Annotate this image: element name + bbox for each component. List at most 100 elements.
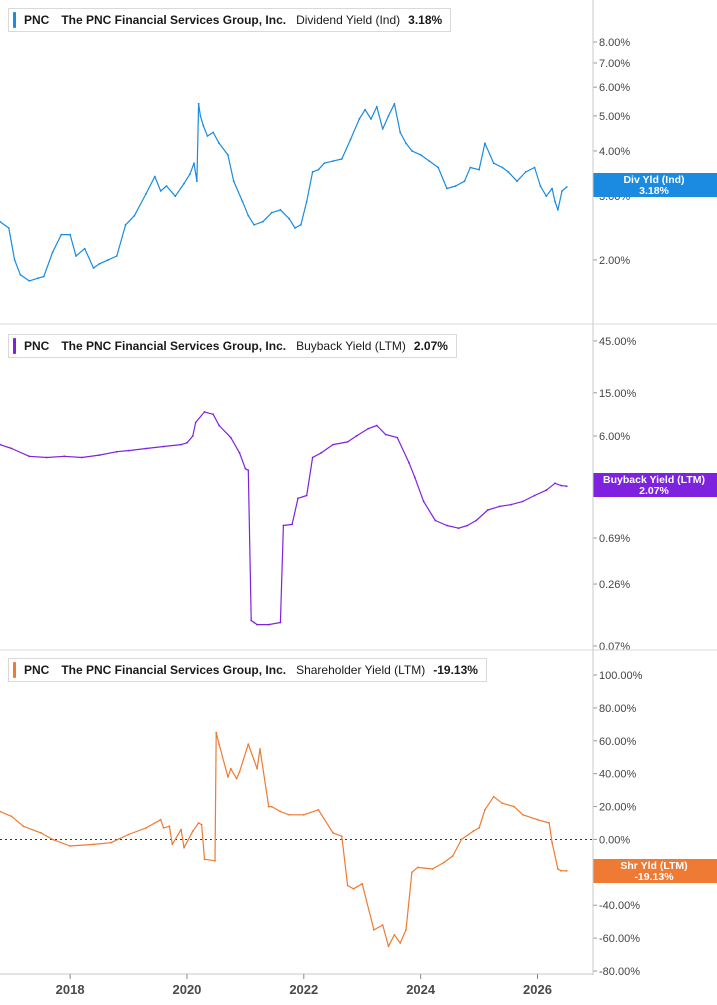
data-point	[524, 171, 527, 173]
data-point	[422, 500, 425, 503]
data-point	[446, 187, 448, 190]
y-tick-label: 100.00%	[599, 670, 643, 682]
data-point	[355, 435, 358, 437]
last-value-tag-value: 3.18%	[639, 185, 669, 197]
data-point	[536, 818, 539, 821]
data-point	[270, 211, 273, 214]
data-point	[463, 180, 466, 183]
y-tick-label: 80.00%	[599, 703, 637, 715]
data-point	[565, 485, 568, 488]
data-point	[381, 924, 384, 926]
data-point	[267, 805, 270, 808]
data-point	[189, 173, 191, 176]
data-point	[107, 259, 109, 261]
data-point	[40, 832, 42, 834]
y-tick-label: 4.00%	[599, 146, 630, 158]
data-point	[235, 777, 238, 780]
data-point	[241, 200, 244, 203]
data-point	[282, 524, 285, 527]
data-point	[478, 827, 480, 829]
data-point	[484, 808, 486, 811]
data-point	[92, 267, 95, 269]
y-tick-label: 0.26%	[599, 579, 630, 591]
y-tick-label: 40.00%	[599, 769, 637, 781]
data-point	[171, 843, 174, 846]
data-point	[10, 447, 13, 450]
data-point	[472, 830, 475, 833]
y-tick-label: 8.00%	[599, 37, 630, 49]
data-point	[133, 214, 136, 217]
data-point	[145, 192, 148, 195]
last-value-tag[interactable]	[593, 173, 717, 197]
data-point	[162, 445, 165, 448]
data-point	[551, 841, 553, 844]
data-point	[206, 135, 209, 137]
data-point	[180, 443, 183, 446]
data-point	[247, 469, 250, 472]
data-point	[227, 154, 229, 156]
data-point	[413, 476, 416, 479]
panel-header-shareholder[interactable]: PNC The PNC Financial Services Group, In…	[8, 658, 487, 682]
data-point	[416, 866, 419, 869]
data-point	[196, 180, 198, 183]
data-point	[197, 102, 200, 105]
y-tick-label: 6.00%	[599, 431, 630, 443]
data-point	[165, 185, 168, 187]
data-point	[232, 180, 235, 183]
data-point	[279, 209, 282, 211]
last-value-tag[interactable]	[593, 859, 717, 883]
data-point	[7, 227, 10, 229]
data-point	[229, 767, 232, 770]
data-point	[393, 102, 396, 105]
data-point	[311, 456, 314, 459]
data-point	[346, 884, 349, 887]
data-point	[42, 275, 45, 278]
series-line	[0, 411, 567, 626]
data-point	[202, 124, 205, 127]
data-point	[145, 827, 148, 829]
data-point	[475, 519, 478, 522]
panel-header-buyback[interactable]: PNC The PNC Financial Services Group, In…	[8, 334, 457, 358]
data-point	[227, 776, 229, 778]
company-name: The PNC Financial Services Group, Inc.	[61, 13, 287, 27]
data-point	[522, 500, 524, 503]
data-point	[352, 887, 355, 890]
data-point	[212, 413, 215, 416]
data-point	[545, 195, 548, 198]
data-point	[399, 131, 402, 134]
panel-header-dividend[interactable]: PNC The PNC Financial Services Group, In…	[8, 8, 452, 32]
data-point	[203, 858, 206, 861]
data-point	[411, 150, 413, 152]
data-point	[501, 166, 504, 169]
data-point	[434, 519, 437, 522]
data-point	[340, 158, 343, 160]
series-color-bar	[13, 12, 16, 28]
data-point	[557, 868, 559, 870]
data-point	[22, 825, 25, 828]
company-name: The PNC Financial Services Group, Inc.	[61, 339, 287, 353]
data-point	[28, 455, 31, 458]
y-tick-label: -80.00%	[599, 966, 640, 978]
data-point	[218, 743, 221, 745]
data-point	[317, 168, 320, 171]
data-point	[194, 421, 197, 424]
data-point	[408, 461, 410, 464]
x-tick-label: 2018	[56, 982, 85, 997]
data-point	[405, 142, 407, 145]
y-tick-label: 2.00%	[599, 255, 630, 267]
data-point	[270, 805, 273, 808]
data-point	[492, 795, 495, 798]
x-tick-label: 2020	[172, 982, 201, 997]
data-point	[279, 810, 282, 813]
data-point	[174, 195, 177, 198]
data-point	[186, 441, 188, 444]
data-point	[454, 185, 457, 187]
data-point	[115, 450, 118, 453]
data-point	[373, 929, 375, 931]
data-point	[554, 482, 556, 485]
data-point	[484, 142, 486, 145]
last-value-tag[interactable]	[593, 473, 717, 497]
data-point	[153, 175, 156, 178]
data-point	[486, 509, 489, 511]
data-point	[320, 451, 323, 454]
